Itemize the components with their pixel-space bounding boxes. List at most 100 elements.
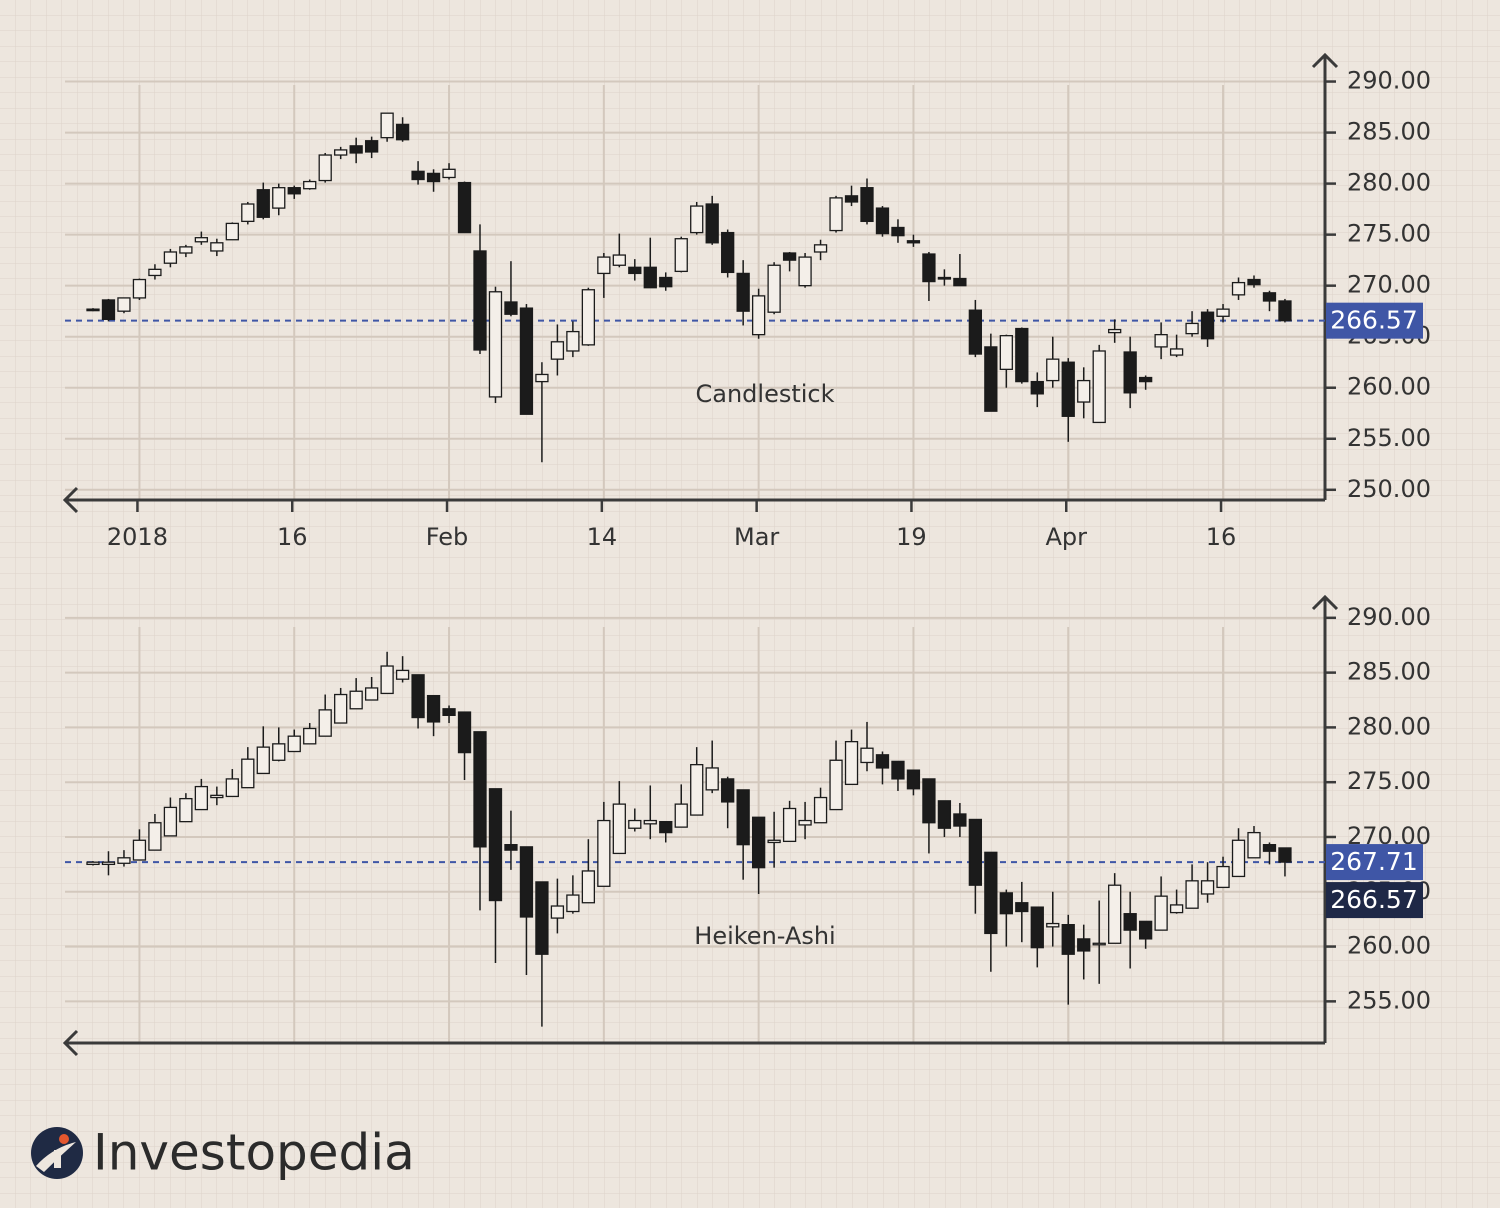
candle-body: [473, 250, 487, 351]
candle-body: [999, 892, 1013, 915]
candle-body: [690, 764, 704, 816]
y-tick-label: 280.00: [1347, 169, 1431, 197]
candle-body: [225, 222, 239, 241]
candle-body: [643, 819, 657, 825]
candle-body: [1154, 334, 1168, 348]
candle-body: [813, 796, 828, 824]
candle-body: [844, 195, 859, 203]
y-axis-arrow: [1311, 594, 1339, 611]
y-tick-label: 255.00: [1347, 986, 1431, 1014]
candle-body: [550, 341, 565, 360]
price-tag-label: 266.57: [1330, 306, 1417, 335]
candle-body: [272, 743, 286, 761]
candle-body: [937, 276, 952, 280]
candle-body: [798, 819, 812, 826]
candle-body: [473, 731, 487, 848]
candle-body: [349, 690, 363, 710]
price-tag-label: 267.71: [1330, 847, 1417, 876]
candle-body: [628, 819, 642, 829]
candle-body: [194, 785, 209, 811]
candle-body: [1154, 895, 1168, 931]
candle-body: [1200, 311, 1215, 340]
candle-body: [1169, 904, 1184, 914]
candle-body: [86, 861, 100, 866]
logo-text: Investopedia: [93, 1124, 415, 1182]
candle-body: [519, 307, 534, 415]
x-tick-label: Apr: [1045, 523, 1087, 551]
x-axis-arrow: [62, 486, 79, 514]
candle-body: [488, 788, 503, 902]
y-tick-label: 275.00: [1347, 220, 1431, 248]
candle-body: [334, 693, 348, 724]
x-tick-label: Mar: [734, 523, 779, 551]
candle-body: [550, 905, 565, 919]
candle-body: [937, 800, 952, 829]
candle-body: [767, 839, 781, 844]
candle-body: [999, 335, 1013, 371]
candle-body: [318, 154, 332, 182]
candle-body: [117, 297, 131, 312]
last-price-tag: [1326, 882, 1423, 919]
candle-body: [751, 295, 766, 336]
candle-body: [1092, 350, 1106, 424]
candle-body: [829, 759, 843, 811]
x-tick-label: 14: [587, 523, 618, 551]
candle-body: [1278, 300, 1292, 322]
candle-body: [132, 839, 147, 861]
candle-body: [210, 794, 224, 799]
y-tick-label: 285.00: [1347, 658, 1431, 686]
candle-body: [1138, 920, 1153, 940]
candle-body: [457, 711, 472, 754]
candle-body: [891, 226, 905, 237]
candle-body: [426, 694, 441, 723]
candle-body: [628, 266, 642, 275]
candle-body: [1216, 308, 1230, 317]
candle-body: [968, 818, 983, 886]
candle-body: [272, 187, 286, 209]
x-tick-label: 16: [277, 523, 308, 551]
candle-body: [488, 291, 503, 398]
candle-body: [782, 252, 797, 261]
candle-body: [411, 170, 425, 181]
candle-body: [612, 254, 626, 266]
candle-body: [643, 266, 657, 289]
candle-body: [364, 140, 379, 153]
candle-body: [334, 149, 348, 156]
candle-body: [782, 807, 797, 843]
candle-body: [256, 746, 270, 775]
candle-body: [426, 172, 441, 183]
candle-body: [395, 669, 410, 680]
candle-body: [612, 803, 626, 855]
candle-body: [566, 894, 580, 913]
candle-body: [303, 727, 317, 745]
candle-body: [101, 299, 116, 320]
candle-body: [442, 708, 456, 716]
candle-body: [1046, 358, 1060, 382]
candle-body: [690, 205, 704, 234]
candle-body: [1030, 906, 1044, 949]
candle-body: [798, 256, 812, 287]
candle-body: [86, 308, 100, 312]
candle-body: [179, 246, 193, 254]
y-tick-label: 255.00: [1347, 424, 1431, 452]
candle-body: [1262, 844, 1277, 852]
candle-body: [829, 197, 843, 232]
candle-body: [984, 346, 998, 412]
y-tick-label: 280.00: [1347, 712, 1431, 740]
chart-title: Candlestick: [695, 380, 834, 408]
plots: 250.00255.00260.00265.00270.00275.00280.…: [62, 52, 1431, 1057]
y-tick-label: 250.00: [1347, 475, 1431, 503]
candle-body: [984, 851, 998, 935]
candle-body: [922, 253, 936, 283]
candle-body: [101, 861, 116, 866]
candle-body: [1169, 348, 1184, 356]
x-tick-label: 16: [1206, 523, 1237, 551]
candle-body: [860, 187, 874, 223]
candle-body: [721, 231, 735, 274]
x-tick-label: 19: [896, 523, 927, 551]
candle-body: [287, 187, 301, 195]
candle-body: [1231, 839, 1246, 878]
candle-body: [1123, 351, 1137, 394]
